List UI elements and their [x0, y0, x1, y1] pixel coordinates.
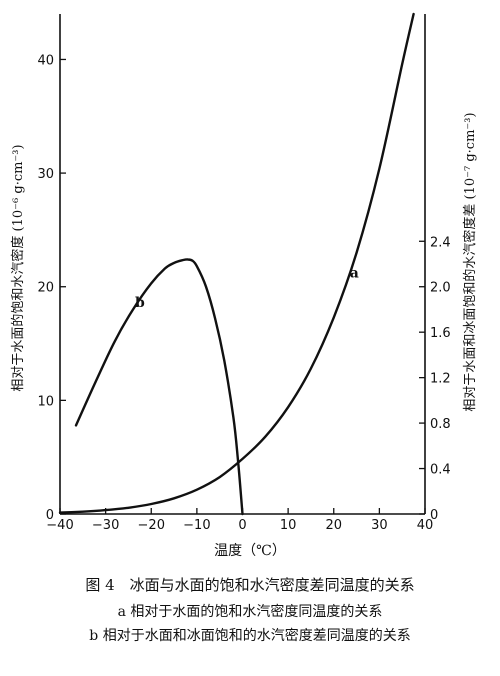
- right-y-tick-label: 2.0: [430, 281, 451, 296]
- series-label-b: b: [135, 295, 145, 311]
- right-y-axis-title: 相对于水面和冰面饱和的水汽密度差 (10⁻⁷ g·cm⁻³): [462, 112, 478, 411]
- left-y-axis: 0 10 20 30 40: [37, 53, 66, 523]
- right-y-tick-label: 2.4: [430, 235, 451, 250]
- x-tick-label: −10: [183, 518, 210, 533]
- x-tick-label: 30: [371, 518, 388, 533]
- x-tick-label: 10: [280, 518, 297, 533]
- x-tick-label: 20: [325, 518, 342, 533]
- x-tick-label: 40: [417, 518, 434, 533]
- right-y-axis: 0 0.4 0.8 1.2 1.6 2.0 2.4: [419, 235, 451, 523]
- x-tick-label: −40: [46, 518, 73, 533]
- right-y-tick-label: 1.2: [430, 372, 451, 387]
- figure-caption-a: a 相对于水面的饱和水汽密度同温度的关系: [117, 604, 383, 620]
- figure-caption-b: b 相对于水面和冰面饱和的水汽密度差同温度的关系: [89, 628, 411, 644]
- right-y-tick-label: 0.8: [430, 417, 451, 432]
- plot-frame: [59, 14, 426, 515]
- left-y-tick-label: 10: [37, 394, 54, 409]
- right-y-tick-label: 0.4: [430, 463, 451, 478]
- chart: −40 −30 −20 −10 0 10 20 30 40 0 10 20 30 40 0 0.4 0.8 1…: [10, 12, 478, 559]
- right-y-tick-label: 1.6: [430, 326, 451, 341]
- series-lines: ab: [58, 12, 415, 516]
- series-label-a: a: [350, 266, 359, 282]
- x-axis-title: 温度（℃）: [214, 543, 286, 559]
- figure-caption-title: 图 4 冰面与水面的饱和水汽密度差同温度的关系: [85, 576, 415, 594]
- series-line-b: [74, 258, 244, 516]
- left-y-tick-label: 40: [37, 53, 54, 68]
- x-axis: −40 −30 −20 −10 0 10 20 30 40: [46, 508, 433, 533]
- x-tick-label: −20: [138, 518, 165, 533]
- left-y-axis-title: 相对于水面的饱和水汽密度 (10⁻⁶ g·cm⁻³): [10, 144, 26, 391]
- series-line-a: [58, 12, 415, 514]
- x-tick-label: −30: [92, 518, 119, 533]
- left-y-tick-label: 0: [46, 508, 54, 523]
- left-y-tick-label: 20: [37, 281, 54, 296]
- left-y-tick-label: 30: [37, 167, 54, 182]
- axis-labels: 温度（℃） 相对于水面的饱和水汽密度 (10⁻⁶ g·cm⁻³) 相对于水面和冰面饱…: [10, 112, 478, 559]
- x-tick-label: 0: [238, 518, 246, 533]
- right-y-tick-label: 0: [430, 508, 438, 523]
